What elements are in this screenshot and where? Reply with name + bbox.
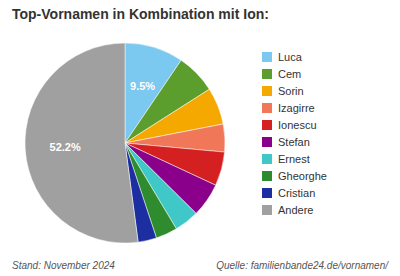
html-text:Top-Vornamen in Kombination mi: Top-Vornamen in Kombination mit Ion: <box>12 6 269 22</box>
html-text:Ernest: Ernest <box>278 152 310 165</box>
html-text:Cristian: Cristian <box>278 186 316 199</box>
html-text:Quelle: familienbande24.de/vor: Quelle: familienbande24.de/vornamen/ <box>216 260 388 271</box>
html-text:Ionescu: Ionescu <box>278 118 317 131</box>
html-text:Cem: Cem <box>278 67 302 80</box>
html-text:Izagirre: Izagirre <box>278 101 315 114</box>
svg-text:9.5%: 9.5% <box>130 80 155 92</box>
html-text:Luca: Luca <box>278 50 302 63</box>
svg-text:52.2%: 52.2% <box>50 141 81 153</box>
html-text:Sorin: Sorin <box>278 84 304 97</box>
html-text:Gheorghe: Gheorghe <box>278 169 327 182</box>
html-text:Stand: November 2024: Stand: November 2024 <box>12 260 115 271</box>
html-text:Andere: Andere <box>278 203 314 216</box>
html-text:Stefan: Stefan <box>278 135 310 148</box>
